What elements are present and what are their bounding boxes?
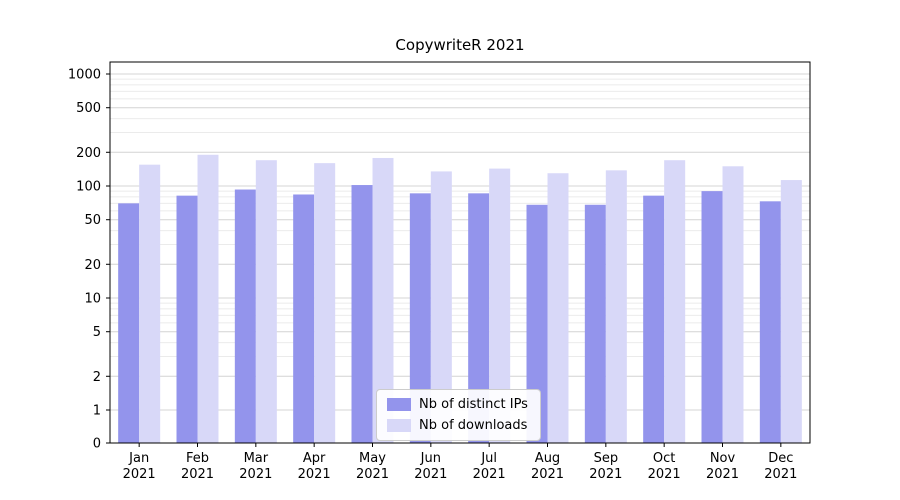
y-tick-label: 1	[93, 404, 101, 419]
x-tick-label-year: 2021	[764, 467, 797, 482]
bar-distinct-ips-may	[351, 185, 373, 443]
x-tick-label-month: Nov	[710, 451, 736, 466]
bar-downloads-apr	[314, 163, 336, 444]
bar-downloads-dec	[780, 180, 802, 443]
bar-distinct-ips-jan	[118, 203, 140, 443]
legend-item-downloads: Nb of downloads	[387, 418, 528, 433]
plot-border	[109, 61, 811, 444]
bar-downloads-may	[372, 157, 394, 444]
x-tick-label-year: 2021	[648, 467, 681, 482]
bar-distinct-ips-mar	[234, 189, 256, 443]
y-tick-label: 0	[93, 437, 101, 452]
bar-distinct-ips-jun	[409, 193, 431, 443]
bar-downloads-aug	[547, 173, 569, 443]
legend-swatch-distinct-ips	[387, 398, 411, 411]
bar-distinct-ips-apr	[293, 194, 315, 443]
x-tick-label-month: Feb	[186, 451, 209, 466]
x-tick-label-month: Sep	[594, 451, 619, 466]
y-tick-label: 100	[76, 180, 101, 195]
legend-label-downloads: Nb of downloads	[419, 418, 528, 433]
x-tick-label-month: Aug	[535, 451, 560, 466]
legend-label-distinct-ips: Nb of distinct IPs	[419, 397, 528, 412]
x-tick-label-year: 2021	[239, 467, 272, 482]
bar-distinct-ips-oct	[643, 195, 665, 443]
x-tick-label-year: 2021	[589, 467, 622, 482]
bar-downloads-mar	[255, 160, 277, 443]
x-tick-label-month: May	[359, 451, 386, 466]
bar-downloads-oct	[664, 160, 686, 443]
x-tick-label-year: 2021	[123, 467, 156, 482]
x-tick-label-year: 2021	[356, 467, 389, 482]
bar-distinct-ips-dec	[759, 201, 781, 443]
bar-downloads-sep	[605, 170, 627, 443]
x-tick-label-year: 2021	[181, 467, 214, 482]
chart-title: CopywriteR 2021	[395, 36, 525, 54]
x-tick-label-year: 2021	[531, 467, 564, 482]
x-tick-label-month: Jun	[420, 451, 441, 466]
x-tick-label-month: Jan	[128, 451, 149, 466]
x-tick-label-year: 2021	[298, 467, 331, 482]
y-tick-label: 5	[93, 325, 101, 340]
y-tick-label: 2	[93, 370, 101, 385]
bar-downloads-jul	[489, 168, 511, 444]
x-tick-label-month: Apr	[303, 451, 326, 466]
y-tick-label: 1000	[68, 68, 101, 83]
x-tick-label-month: Jul	[480, 451, 497, 466]
x-tick-label-month: Dec	[768, 451, 793, 466]
x-tick-label-year: 2021	[706, 467, 739, 482]
bar-distinct-ips-jul	[468, 193, 490, 443]
x-tick-label-month: Mar	[244, 451, 269, 466]
chart-legend: Nb of distinct IPs Nb of downloads	[376, 389, 541, 441]
legend-item-distinct-ips: Nb of distinct IPs	[387, 397, 528, 412]
bar-distinct-ips-sep	[584, 204, 606, 443]
y-tick-label: 10	[84, 292, 101, 307]
bar-downloads-nov	[722, 166, 744, 444]
bar-downloads-feb	[197, 154, 219, 443]
y-tick-label: 50	[84, 213, 101, 228]
bar-downloads-jun	[430, 171, 452, 443]
bar-downloads-jan	[139, 164, 161, 443]
bar-distinct-ips-aug	[526, 204, 548, 443]
x-tick-label-month: Oct	[653, 451, 675, 466]
x-tick-label-year: 2021	[414, 467, 447, 482]
legend-swatch-downloads	[387, 419, 411, 432]
y-tick-label: 500	[76, 101, 101, 116]
x-tick-label-year: 2021	[473, 467, 506, 482]
bar-distinct-ips-feb	[176, 195, 198, 443]
bar-distinct-ips-nov	[701, 191, 723, 443]
y-tick-label: 200	[76, 146, 101, 161]
y-tick-label: 20	[84, 258, 101, 273]
